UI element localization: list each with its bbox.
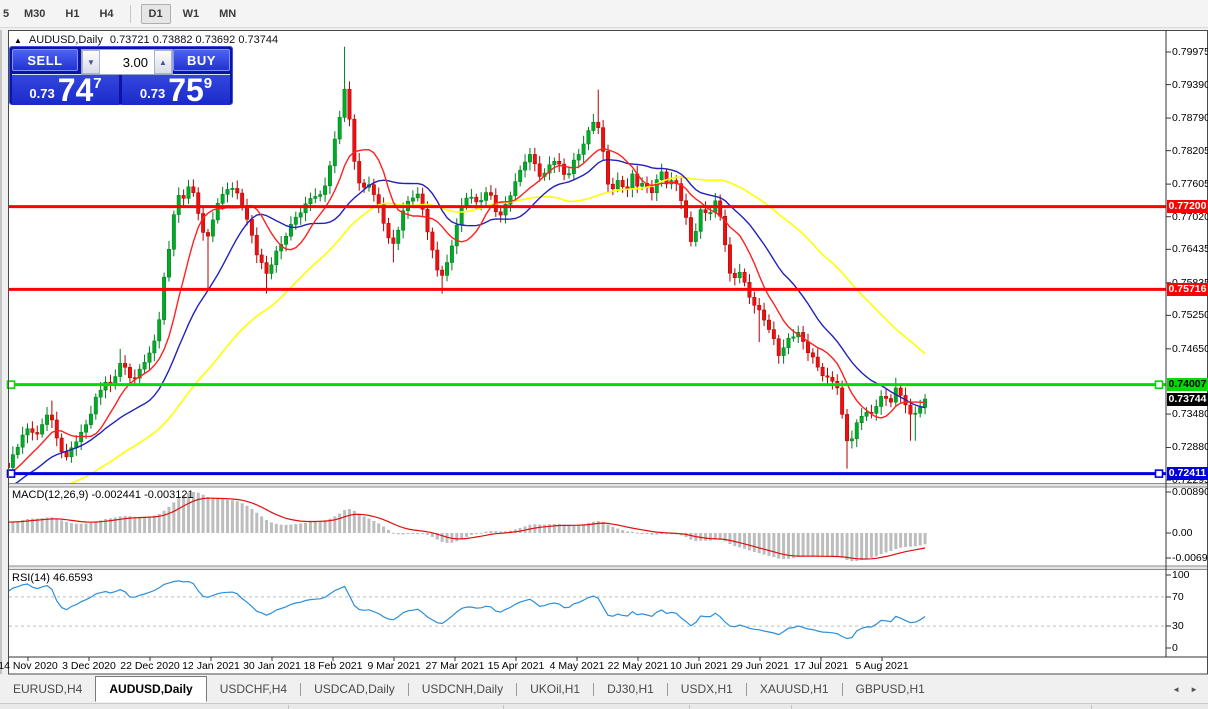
chart-title: ▲ AUDUSD,Daily 0.73721 0.73882 0.73692 0… [14,34,278,46]
x-axis-date-label: 22 May 2021 [607,660,669,672]
price-tag-0.75716: 0.75716 [1167,282,1208,296]
order-panel: SELL ▼ ▲ BUY 0.73 74 7 0.73 75 9 [9,46,233,108]
x-axis-date-label: 17 Jul 2021 [793,660,849,672]
y-axis-label: 0.74650 [1172,342,1208,355]
tab-separator [745,682,747,696]
x-axis-date-label: 15 Apr 2021 [487,660,545,672]
sell-price-prefix: 0.73 [29,86,55,101]
tab-usdx-h1[interactable]: USDX,H1 [680,682,733,696]
buy-price-sup: 9 [203,75,213,92]
rsi-axis-label: 70 [1172,591,1184,603]
y-axis-label: 0.78205 [1172,144,1208,157]
x-axis-date-label: 5 Aug 2021 [855,660,909,672]
chart-symbol-label: AUDUSD,Daily [28,34,103,46]
volume-control: ▼ ▲ [81,49,173,75]
rsi-axis-label: 100 [1172,569,1190,581]
volume-decrease-button[interactable]: ▼ [82,50,100,74]
price-tag-0.73744: 0.73744 [1167,392,1208,406]
sell-price-sup: 7 [93,75,102,92]
y-axis-label: 0.72880 [1172,441,1208,454]
tab-xauusd-h1[interactable]: XAUUSD,H1 [759,682,829,696]
macd-label: MACD(12,26,9) -0.002441 -0.003121 [12,489,194,501]
timeframe-button-h4[interactable]: H4 [99,7,114,20]
y-axis-label: 0.78790 [1172,112,1208,125]
y-axis-label: 0.76435 [1172,243,1208,256]
y-axis-label: 0.79975 [1172,46,1208,58]
status-bar [0,703,1208,709]
tab-dj30-h1[interactable]: DJ30,H1 [607,682,654,696]
price-tag-0.72411: 0.72411 [1167,467,1208,481]
y-axis-label: 0.77605 [1172,178,1208,191]
buy-button[interactable]: BUY [173,49,230,71]
tab-separator [516,682,518,696]
x-axis-date-label: 9 Mar 2021 [367,660,421,672]
toolbar-divider [129,4,131,23]
x-axis-date-label: 4 May 2021 [549,660,605,672]
price-tag-0.74007: 0.74007 [1167,378,1208,392]
tab-separator [841,682,843,696]
x-axis-date-label: 3 Dec 2020 [62,660,116,672]
tab-scroll-right-icon[interactable]: ► [1190,684,1198,694]
y-axis-label: 0.77020 [1172,210,1208,223]
x-axis-date-label: 29 Jun 2021 [731,660,789,672]
x-axis-date-label: 27 Mar 2021 [425,660,485,672]
buy-price-big: 75 [168,72,204,108]
tab-scroll-left-icon[interactable]: ◄ [1172,684,1181,694]
x-axis-date-label: 22 Dec 2020 [120,660,180,672]
tab-separator [666,682,668,696]
buy-price-tile[interactable]: 0.73 75 9 [122,72,230,108]
y-axis-label: 0.75250 [1172,309,1208,322]
tab-usdchf-h4[interactable]: USDCHF,H4 [219,682,288,696]
x-axis-date-label: 14 Nov 2020 [0,660,58,672]
tab-usdcnh-daily[interactable]: USDCNH,Daily [421,682,504,696]
timeframe-button-w1[interactable]: W1 [182,7,200,20]
macd-axis-label: 0.008903 [1172,486,1208,498]
volume-increase-button[interactable]: ▲ [154,50,172,74]
buy-price-prefix: 0.73 [139,86,166,101]
timeframe-button-d1[interactable]: D1 [140,3,171,24]
chart-ohlc-values: 0.73721 0.73882 0.73692 0.73744 [109,34,279,46]
macd-axis-label: -0.00697 [1172,552,1208,564]
sell-price-tile[interactable]: 0.73 74 7 [12,72,119,108]
x-axis-date-label: 10 Jun 2021 [670,660,728,672]
tab-ukoil-h1[interactable]: UKOil,H1 [530,682,581,696]
price-tag-0.77200: 0.77200 [1167,200,1208,214]
volume-input[interactable] [100,50,154,74]
x-axis-date-label: 30 Jan 2021 [243,660,301,672]
timeframe-button-mn[interactable]: MN [219,7,237,20]
y-axis-label: 0.73480 [1172,408,1208,421]
collapse-triangle-icon[interactable]: ▲ [14,35,22,45]
macd-axis-label: 0.00 [1172,527,1193,539]
tab-separator [407,682,409,696]
rsi-axis-label: 30 [1172,620,1184,632]
timeframe-button-m30[interactable]: M30 [24,7,46,20]
tab-separator [593,682,595,696]
y-axis-label: 0.79390 [1172,78,1208,91]
x-axis-date-label: 18 Feb 2021 [303,660,363,672]
rsi-axis-label: 0 [1172,642,1178,654]
timeframe-button-5[interactable]: 5 [3,7,10,20]
tab-audusd-daily[interactable]: AUDUSD,Daily [95,676,207,702]
symbol-tabbar: EURUSD,H4 AUDUSD,Daily USDCHF,H4 USDCAD,Dai… [0,675,1208,703]
sell-price-big: 74 [57,72,94,108]
tab-eurusd-h4[interactable]: EURUSD,H4 [13,682,83,696]
x-axis-date-label: 12 Jan 2021 [182,660,240,672]
sell-button[interactable]: SELL [12,49,78,71]
timeframe-button-h1[interactable]: H1 [65,7,80,20]
tab-gbpusd-h1[interactable]: GBPUSD,H1 [855,682,925,696]
tab-separator [300,682,302,696]
tab-usdcad-daily[interactable]: USDCAD,Daily [314,682,395,696]
timeframe-toolbar: 5 M30 H1 H4 D1 W1 MN [0,0,1208,28]
rsi-label: RSI(14) 46.6593 [12,572,93,584]
